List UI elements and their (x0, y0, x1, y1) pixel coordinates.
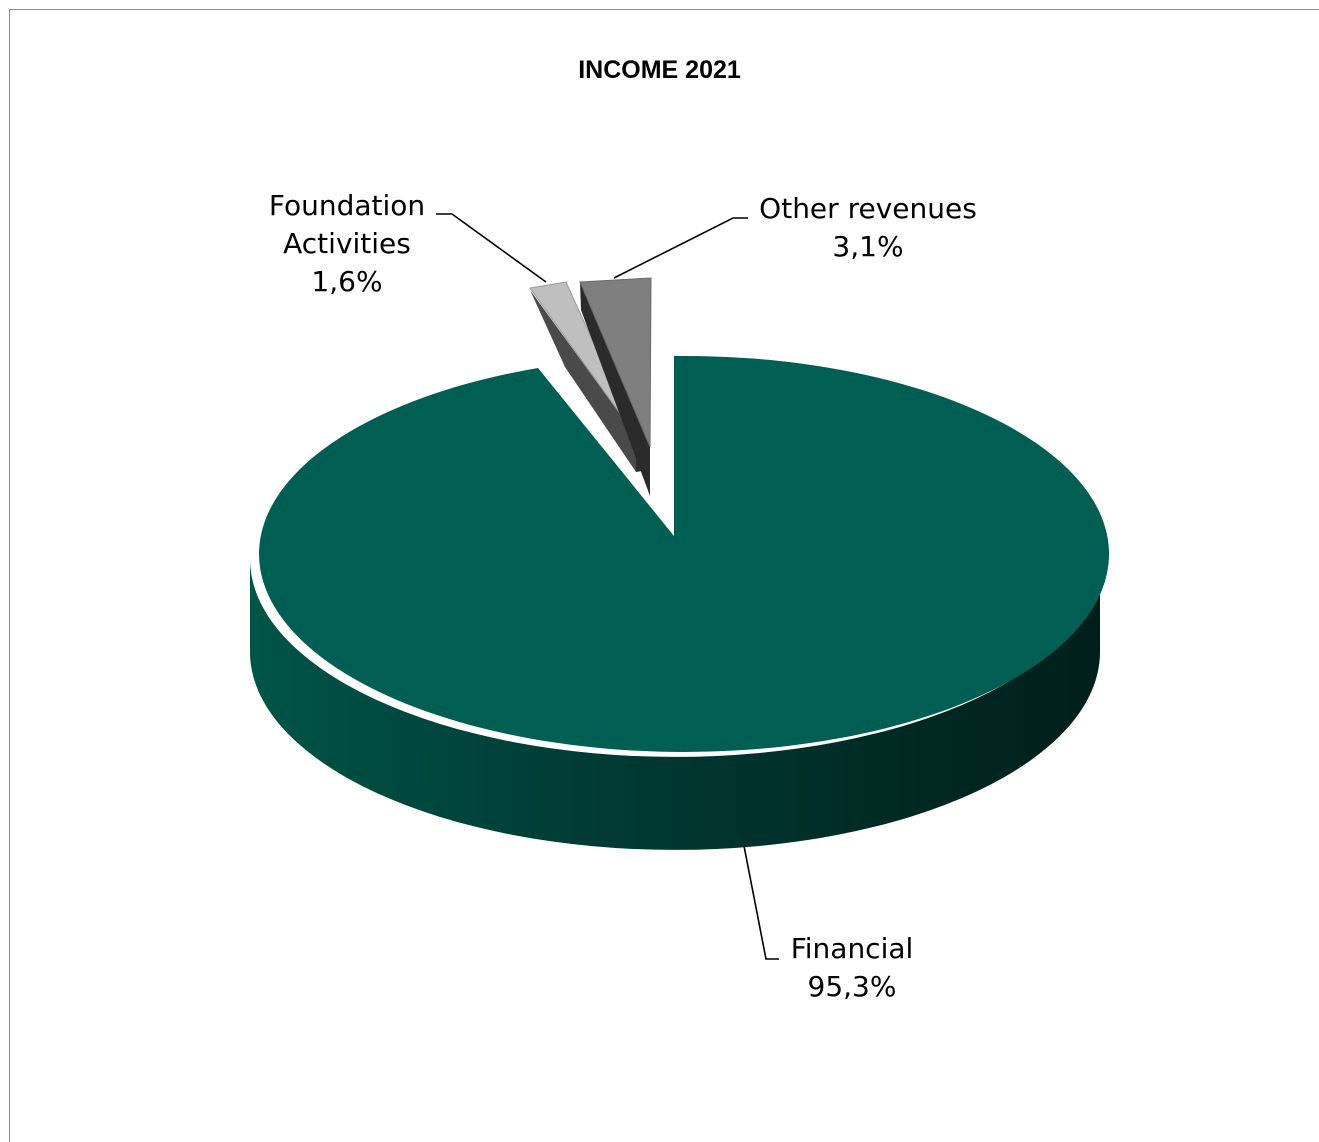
label-foundation: Foundation Activities 1,6% (258, 187, 436, 301)
leader-line-other (613, 217, 748, 279)
label-foundation-line1: Foundation (268, 189, 426, 222)
pie-slice-financial-side (250, 559, 1100, 850)
leader-line-financial (743, 845, 779, 960)
pie-slice-financial (259, 355, 1110, 752)
label-financial-name: Financial (790, 932, 914, 965)
label-other-value: 3,1% (832, 230, 904, 263)
label-other: Other revenues 3,1% (750, 190, 986, 266)
pie-slice-other (579, 277, 652, 448)
label-financial: Financial 95,3% (780, 930, 924, 1006)
label-financial-value: 95,3% (807, 970, 897, 1003)
label-foundation-line2: Activities (283, 227, 411, 260)
label-other-name: Other revenues (759, 192, 977, 225)
pie-slice-foundation-side (530, 290, 636, 472)
chart-title: INCOME 2021 (578, 56, 741, 84)
pie-slice-other-side (580, 282, 650, 496)
leader-line-foundation (436, 213, 547, 283)
label-foundation-value: 1,6% (311, 265, 383, 298)
